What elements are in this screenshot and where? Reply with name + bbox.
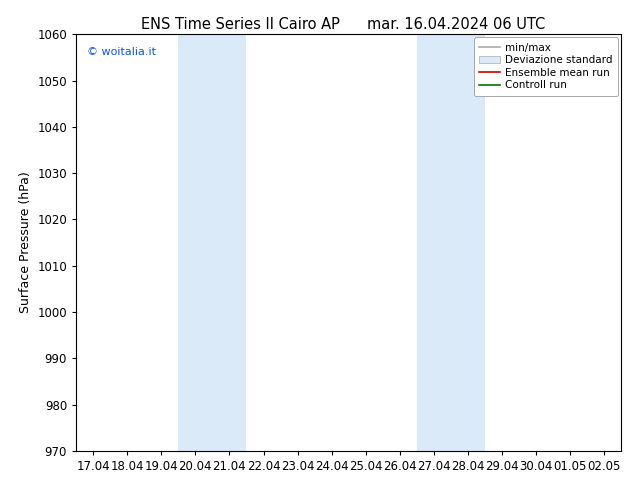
Text: mar. 16.04.2024 06 UTC: mar. 16.04.2024 06 UTC bbox=[367, 17, 546, 32]
Legend: min/max, Deviazione standard, Ensemble mean run, Controll run: min/max, Deviazione standard, Ensemble m… bbox=[474, 37, 618, 96]
Bar bbox=[178, 34, 247, 451]
Bar bbox=[417, 34, 485, 451]
Text: ENS Time Series Il Cairo AP: ENS Time Series Il Cairo AP bbox=[141, 17, 340, 32]
Y-axis label: Surface Pressure (hPa): Surface Pressure (hPa) bbox=[19, 172, 32, 314]
Text: © woitalia.it: © woitalia.it bbox=[87, 47, 156, 57]
